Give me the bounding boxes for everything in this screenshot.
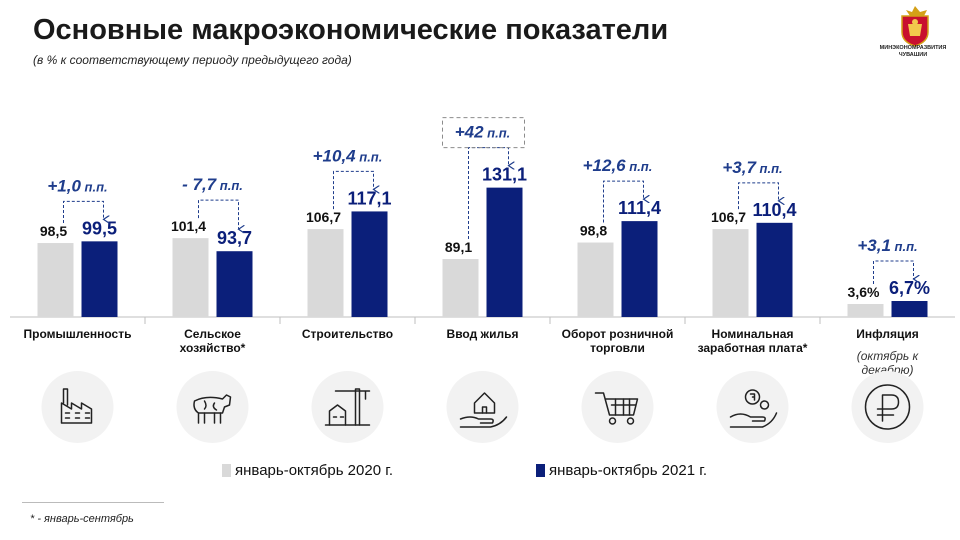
category-label: Инфляция [856, 327, 918, 341]
page-title: Основные макроэкономические показатели [33, 14, 669, 46]
change-label: - 7,7 п.п. [182, 175, 243, 194]
category-label: заработная плата* [698, 341, 808, 355]
change-label: +1,0 п.п. [47, 176, 107, 195]
ruble-icon [851, 371, 924, 443]
bar-chart: 98,5 99,5 +1,0 п.п. Промышленность 101,4 93,7… [10, 117, 955, 443]
footnote: * - январь-сентябрь [30, 513, 134, 525]
change-label: +42 п.п. [455, 123, 511, 142]
data-label-2021: 117,1 [347, 188, 391, 208]
shopping-cart-icon [581, 371, 654, 443]
bar-2021 [486, 187, 523, 317]
bar-2021 [216, 251, 253, 317]
factory-icon [41, 371, 114, 443]
data-label-2021: 99,5 [82, 218, 117, 238]
coat-of-arms-icon [901, 6, 929, 47]
data-label-2020: 106,7 [306, 209, 341, 225]
change-label: +3,7 п.п. [722, 158, 782, 177]
data-label-2021: 111,4 [618, 198, 661, 218]
category-label: Промышленность [24, 327, 132, 341]
category-label: торговли [590, 341, 645, 355]
legend-item-2021: январь-октябрь 2021 г. [536, 462, 707, 479]
money-in-hand-icon [716, 371, 789, 443]
change-arrow [873, 260, 914, 284]
legend-label-2020: январь-октябрь 2020 г. [235, 462, 394, 479]
bar-2020 [442, 259, 479, 317]
change-label: +12,6 п.п. [583, 156, 653, 175]
legend-label-2021: январь-октябрь 2021 г. [549, 462, 708, 479]
change-arrow [333, 170, 374, 210]
category-label: Ввод жилья [447, 327, 519, 341]
house-in-hand-icon [446, 371, 519, 443]
data-label-2020: 106,7 [711, 209, 746, 225]
change-label: +3,1 п.п. [857, 236, 917, 255]
footnote-divider [22, 502, 164, 503]
bar-2020 [307, 229, 344, 317]
cow-icon [176, 371, 249, 443]
data-label-2020: 101,4 [171, 218, 206, 234]
category-label: Сельское [184, 327, 241, 341]
legend-swatch-2020 [222, 464, 231, 477]
legend-swatch-2021 [536, 464, 545, 477]
category-note: (октябрь к [857, 349, 920, 363]
category-label: Строительство [302, 327, 393, 341]
data-label-2020: 89,1 [445, 239, 472, 255]
change-arrow [63, 200, 104, 223]
data-label-2020: 3,6% [848, 284, 880, 300]
data-label-2020: 98,5 [40, 223, 67, 239]
data-label-2021: 131,1 [482, 165, 527, 185]
data-label-2021: 6,7% [889, 278, 930, 298]
bar-2021 [891, 301, 928, 317]
bar-2020 [172, 238, 209, 317]
logo-text: МИНЭКОНОМРАЗВИТИЯ ЧУВАШИИ [866, 45, 960, 59]
category-label: Номинальная [712, 327, 794, 341]
bar-2021 [81, 241, 118, 317]
bar-2020 [712, 229, 749, 317]
change-arrow [603, 180, 644, 223]
bar-2021 [621, 221, 658, 317]
bar-2020 [577, 242, 614, 317]
bar-2021 [351, 211, 388, 317]
data-label-2021: 93,7 [217, 228, 252, 248]
category-label: хозяйство* [180, 341, 246, 355]
bar-2020 [847, 304, 884, 317]
construction-crane-icon [311, 371, 384, 443]
change-arrow [198, 199, 239, 229]
logo-line-1: МИНЭКОНОМРАЗВИТИЯ [879, 45, 947, 51]
legend-item-2020: январь-октябрь 2020 г. [222, 462, 393, 479]
change-label: +10,4 п.п. [313, 146, 383, 165]
category-label: Оборот розничной [562, 327, 674, 341]
page-subtitle: (в % к соответствующему периоду предыдущ… [33, 53, 352, 67]
change-arrow [738, 182, 779, 210]
data-label-2021: 110,4 [752, 200, 796, 220]
bar-2021 [756, 222, 793, 317]
data-label-2020: 98,8 [580, 223, 607, 239]
bar-2020 [37, 243, 74, 317]
logo-line-2: ЧУВАШИИ [898, 52, 928, 58]
